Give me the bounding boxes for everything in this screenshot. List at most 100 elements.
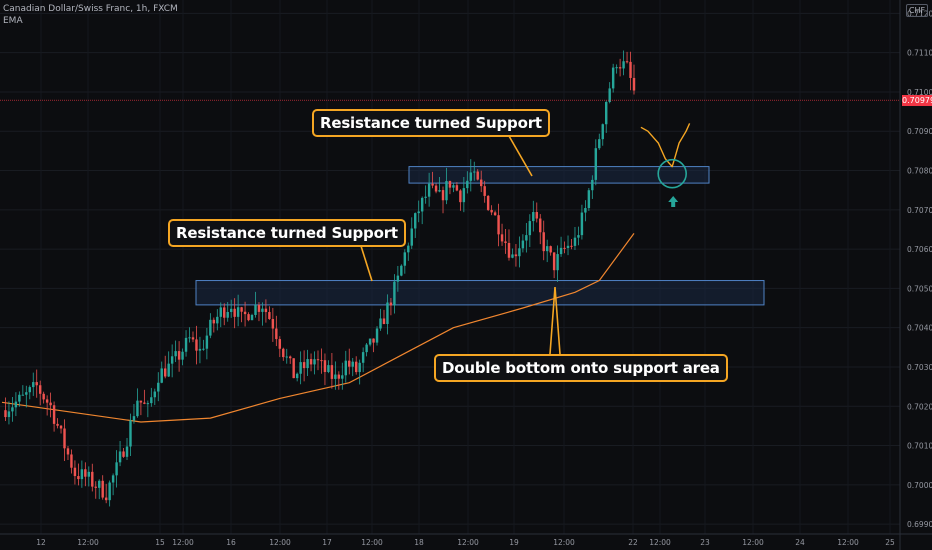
- candle-body: [563, 247, 566, 249]
- current-price-label: 0.70979: [902, 95, 932, 106]
- candle-body: [438, 190, 441, 192]
- candle-body: [542, 232, 545, 252]
- candle-body: [479, 179, 483, 187]
- candle-body: [448, 181, 452, 188]
- candle-body: [407, 245, 410, 253]
- candle-body: [257, 304, 261, 312]
- candle-body: [104, 497, 108, 501]
- candle-body: [552, 252, 556, 271]
- candle-body: [21, 394, 25, 396]
- candle-body: [587, 190, 591, 209]
- candle-body: [18, 394, 21, 402]
- time-tick-label: 24: [795, 538, 805, 547]
- candle-body: [594, 148, 598, 180]
- candle-body: [375, 328, 379, 343]
- candle-body: [108, 482, 111, 501]
- candle-body: [441, 190, 445, 201]
- candle-body: [77, 476, 80, 480]
- candle-body: [632, 77, 636, 91]
- candle-body: [528, 221, 532, 236]
- candle-body: [358, 362, 361, 373]
- candle-body: [289, 356, 292, 359]
- time-tick-label: 23: [700, 538, 710, 547]
- candle-body: [344, 360, 347, 376]
- candle-body: [205, 335, 209, 349]
- candle-body: [431, 183, 434, 186]
- candle-body: [143, 402, 146, 404]
- candle-body: [351, 361, 354, 367]
- candle-body: [233, 308, 236, 317]
- projection-line: [640, 123, 691, 168]
- candle-body: [403, 252, 407, 266]
- candle-body: [11, 407, 14, 412]
- candle-body: [202, 348, 205, 350]
- candle-body: [625, 61, 629, 63]
- bounce-circle: [657, 158, 687, 189]
- candle-body: [400, 265, 403, 276]
- candle-body: [320, 360, 323, 362]
- candle-body: [236, 307, 240, 317]
- price-tick-label: 0.69900: [907, 520, 932, 529]
- candle-body: [507, 242, 511, 258]
- candle-body: [212, 319, 216, 324]
- candle-body: [618, 67, 622, 69]
- candle-body: [28, 387, 31, 393]
- candle-body: [163, 368, 167, 377]
- candle-body: [615, 67, 618, 69]
- candle-body: [302, 362, 306, 369]
- candle-body: [63, 428, 66, 449]
- time-tick-label: 12:00: [172, 538, 194, 547]
- candle-body: [486, 195, 490, 210]
- candle-body: [500, 234, 504, 242]
- candle-body: [466, 180, 469, 189]
- time-tick-label: 12:00: [361, 538, 383, 547]
- candle-body: [38, 385, 42, 394]
- symbol-title: Canadian Dollar/Swiss Franc, 1h, FXCM: [3, 4, 178, 14]
- candle-body: [160, 368, 163, 383]
- candle-body: [455, 185, 459, 191]
- candle-body: [115, 462, 118, 476]
- candle-body: [174, 351, 177, 357]
- candle-body: [396, 275, 400, 282]
- candle-body: [295, 373, 299, 379]
- candle-body: [73, 467, 77, 477]
- candle-body: [229, 308, 233, 312]
- time-tick-label: 12:00: [457, 538, 479, 547]
- candle-body: [629, 61, 632, 78]
- candle-body: [608, 88, 611, 102]
- currency-badge[interactable]: CHF: [906, 4, 928, 17]
- candle-body: [14, 401, 18, 408]
- candle-body: [417, 211, 420, 214]
- candle-body: [292, 358, 295, 379]
- candle-body: [337, 374, 341, 379]
- candle-body: [184, 337, 188, 352]
- callout-lower-resistance: Resistance turned Support: [168, 219, 406, 247]
- support-zone: [195, 280, 765, 306]
- time-axis[interactable]: 12 12:00 15 12:00 16 12:00 17 12:00 18 12:00 19 12:…: [0, 533, 932, 547]
- candle-body: [539, 218, 542, 233]
- candle-body: [348, 360, 351, 367]
- candle-body: [393, 281, 396, 306]
- candle-body: [52, 405, 56, 424]
- candle-body: [473, 171, 476, 173]
- pointer-double-bottom: [549, 286, 561, 355]
- candle-body: [504, 241, 507, 243]
- candle-body: [181, 351, 184, 360]
- candle-body: [101, 480, 104, 498]
- candlesticks: [4, 50, 636, 507]
- candle-body: [59, 425, 63, 429]
- candle-body: [497, 215, 500, 235]
- candle-body: [511, 254, 514, 258]
- candle-body: [219, 307, 222, 317]
- candle-body: [389, 302, 393, 306]
- candle-body: [420, 197, 424, 212]
- candle-body: [198, 348, 202, 351]
- candle-body: [313, 359, 316, 365]
- candle-body: [566, 245, 570, 248]
